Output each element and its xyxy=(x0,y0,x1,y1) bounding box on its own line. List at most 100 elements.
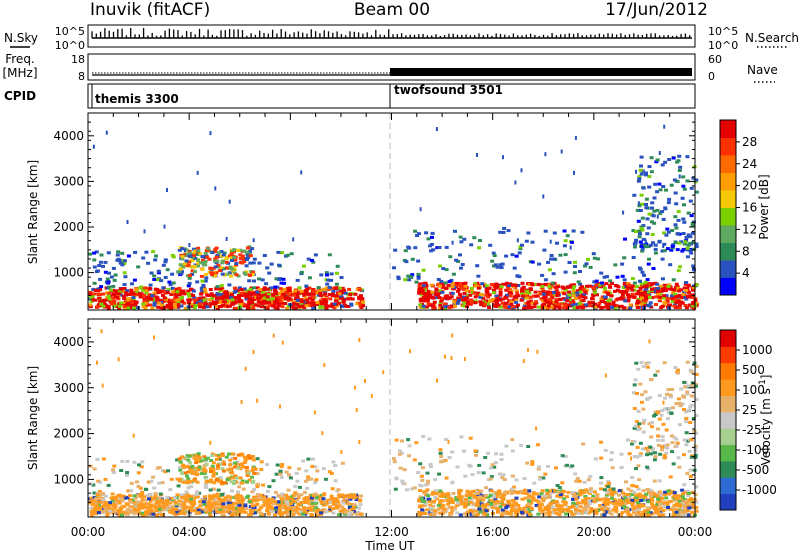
scatter-cell xyxy=(137,512,142,515)
scatter-cell xyxy=(494,300,499,304)
scatter-cell xyxy=(267,271,272,275)
scatter-cell xyxy=(140,513,145,517)
scatter-cell xyxy=(227,511,232,515)
scatter-cell xyxy=(510,253,515,257)
scatter-cell xyxy=(448,513,453,517)
scatter-cell xyxy=(431,504,436,508)
scatter-cell xyxy=(422,500,427,504)
scatter-cell xyxy=(552,291,557,294)
scatter-cell xyxy=(525,301,530,305)
scatter-cell xyxy=(275,306,280,310)
scatter-cell xyxy=(167,280,172,284)
scatter-cell xyxy=(200,287,205,290)
scatter-cell xyxy=(514,180,517,185)
scatter-cell xyxy=(251,306,256,310)
scatter-cell xyxy=(436,507,441,511)
scatter-cell xyxy=(589,499,594,503)
scatter-cell xyxy=(222,300,227,304)
scatter-cell xyxy=(187,465,192,469)
scatter-cell xyxy=(574,135,577,140)
scatter-cell xyxy=(222,267,227,271)
scatter-cell xyxy=(644,239,647,244)
scatter-cell xyxy=(431,304,436,308)
scatter-cell xyxy=(637,505,642,509)
scatter-cell xyxy=(259,460,264,464)
scatter-cell xyxy=(479,489,484,493)
scatter-cell xyxy=(319,300,324,304)
scatter-cell xyxy=(278,299,283,303)
scatter-cell xyxy=(106,280,111,284)
scatter-cell xyxy=(259,506,263,510)
scatter-cell xyxy=(643,295,648,299)
scatter-cell xyxy=(663,287,668,290)
scatter-cell xyxy=(478,300,483,304)
scatter-cell xyxy=(434,492,439,496)
scatter-cell xyxy=(193,249,198,253)
scatter-cell xyxy=(420,289,425,293)
scatter-cell xyxy=(677,306,682,310)
scatter-cell xyxy=(671,513,676,517)
scatter-cell xyxy=(563,239,568,243)
scatter-cell xyxy=(180,495,185,499)
scatter-cell xyxy=(644,171,648,175)
scatter-cell xyxy=(106,292,111,296)
scatter-cell xyxy=(331,289,336,293)
scatter-cell xyxy=(191,499,196,503)
scatter-cell xyxy=(666,201,671,205)
scatter-cell xyxy=(407,278,412,282)
scatter-cell xyxy=(573,508,578,511)
scatter-cell xyxy=(542,494,547,498)
scatter-cell xyxy=(200,498,205,502)
scatter-cell xyxy=(572,271,577,275)
scatter-cell xyxy=(266,299,270,303)
scatter-cell xyxy=(494,286,499,290)
scatter-cell xyxy=(511,305,516,308)
scatter-cell xyxy=(186,458,191,462)
scatter-cell xyxy=(634,496,639,500)
scatter-cell xyxy=(600,505,605,509)
scatter-cell xyxy=(584,497,589,500)
scatter-cell xyxy=(325,282,330,286)
scatter-cell xyxy=(608,279,613,283)
scatter-cell xyxy=(178,263,183,267)
scatter-cell xyxy=(483,493,488,497)
scatter-cell xyxy=(126,489,131,493)
scatter-cell xyxy=(424,231,429,235)
scatter-cell xyxy=(233,461,238,465)
scatter-cell xyxy=(259,511,263,515)
scatter-cell xyxy=(149,271,154,275)
scatter-cell xyxy=(144,288,149,292)
scatter-cell xyxy=(97,507,102,511)
scatter-cell xyxy=(163,224,166,229)
scatter-cell xyxy=(198,252,203,256)
colorbar-tick-label: 20 xyxy=(742,179,757,193)
scatter-cell xyxy=(212,472,217,476)
scatter-cell xyxy=(646,262,651,266)
scatter-cell xyxy=(155,513,160,517)
scatter-cell xyxy=(202,302,207,306)
scatter-cell xyxy=(237,503,242,507)
scatter-cell xyxy=(202,287,207,291)
scatter-cell xyxy=(502,503,507,507)
scatter-cell xyxy=(236,296,241,300)
scatter-cell xyxy=(500,297,505,301)
scatter-cell xyxy=(514,300,519,304)
scatter-cell xyxy=(476,284,481,287)
scatter-cell xyxy=(265,463,270,467)
scatter-cell xyxy=(234,480,239,484)
scatter-cell xyxy=(262,495,266,499)
scatter-cell xyxy=(192,496,197,500)
scatter-cell xyxy=(507,305,512,309)
scatter-cell xyxy=(231,476,235,480)
scatter-cell xyxy=(126,508,131,512)
scatter-cell xyxy=(236,306,241,310)
scatter-cell xyxy=(303,490,307,494)
scatter-cell xyxy=(141,305,146,309)
scatter-cell xyxy=(512,503,516,507)
scatter-cell xyxy=(410,273,415,277)
scatter-cell xyxy=(594,279,599,283)
scatter-cell xyxy=(208,288,213,291)
scatter-cell xyxy=(177,479,182,483)
scatter-cell xyxy=(548,301,553,305)
scatter-cell xyxy=(550,281,555,285)
